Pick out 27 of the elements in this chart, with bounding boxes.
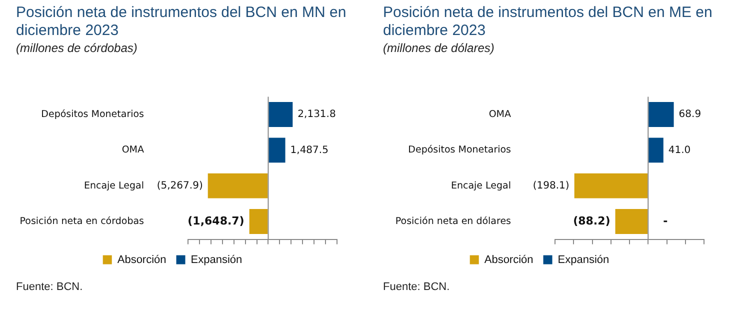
data-label: - [663,214,668,228]
y-tick-label: OMA [122,144,144,156]
data-label: 1,487.5 [290,144,328,156]
legend-label: Expansión [190,254,242,266]
data-label: (88.2) [573,214,610,228]
y-tick-label: Encaje Legal [84,180,144,192]
text: (millones de dólares) [383,41,496,55]
y-tick-label: Posición neta en dólares [395,216,512,227]
y-tick-label: Depósitos Monetarios [408,144,512,156]
source-note: Fuente: BCN. [16,281,84,293]
source-note: Fuente: BCN. [383,281,451,293]
data-label: 68.9 [678,109,702,120]
y-tick-label: OMA [488,108,512,120]
data-label: (1,648.7) [188,214,244,228]
text: (millones de córdobas) [16,41,138,55]
legend-label: Absorción [117,254,166,266]
y-tick-label: Encaje Legal [450,180,511,192]
y-tick-label: Posición neta en córdobas [20,216,144,227]
data-label: (198.1) [532,180,570,192]
legend-label: Absorción [484,254,534,266]
data-label: 41.0 [668,144,691,156]
legend-label: Expansión [558,254,610,266]
data-label: 2,131.8 [298,109,336,120]
chart-title: Posición neta de instrumentos del BCN en ME en diciembre 2023 [383,4,714,40]
y-tick-label: Depósitos Monetarios [41,108,144,120]
data-label: (5,267.9) [156,180,203,192]
chart-title: Posición neta de instrumentos del BCN en MN en diciembre 2023 [16,4,348,40]
